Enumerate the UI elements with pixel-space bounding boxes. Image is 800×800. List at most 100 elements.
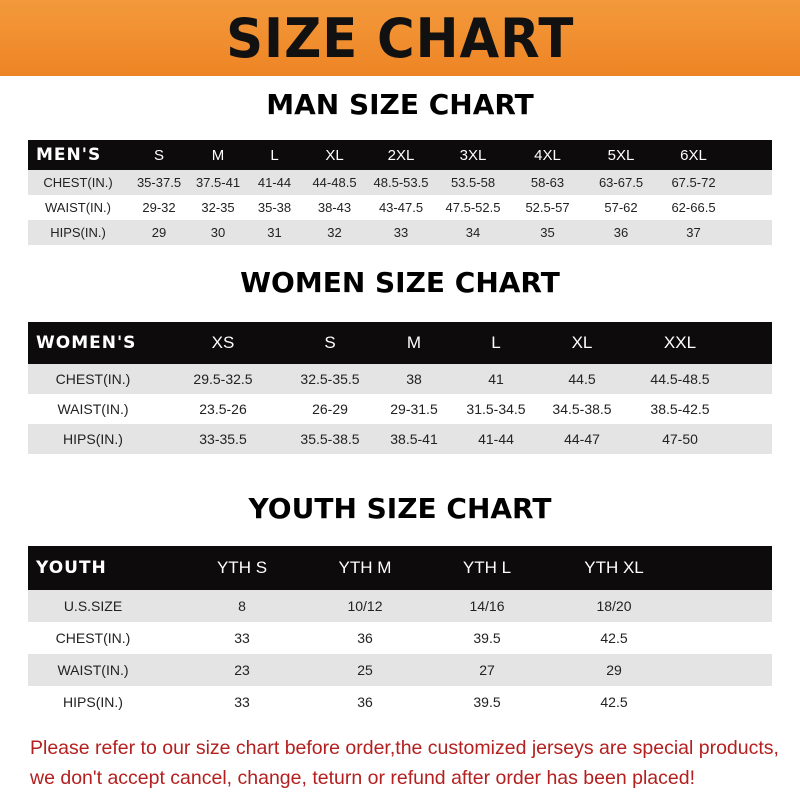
table-cell: 18/20 — [596, 598, 632, 614]
notice-line-1: Please refer to our size chart before or… — [30, 737, 779, 759]
table-cell: 31.5-34.5 — [466, 401, 526, 417]
table-row: WAIST(IN.) 29-32 32-35 35-38 38-43 43-47.5 47.… — [28, 195, 772, 220]
youth-section-title: YOUTH SIZE CHART — [248, 492, 552, 525]
table-cell: 44-47 — [564, 431, 600, 447]
table-header-row: WOMEN'S XS S M L XL XXL — [28, 322, 772, 364]
table-cell: 38-43 — [317, 200, 352, 215]
table-cell: 27 — [479, 662, 495, 678]
table-cell: 35-38 — [257, 200, 292, 215]
table-cell: L — [491, 333, 501, 352]
table-cell: 29 — [606, 662, 622, 678]
table-row: CHEST(IN.) 35-37.5 37.5-41 41-44 44-48.5 48.5… — [28, 170, 772, 195]
table-cell: 25 — [357, 662, 373, 678]
table-cell: 41-44 — [257, 175, 292, 190]
row-label: CHEST(IN.) — [55, 371, 131, 387]
table-cell: 38.5-41 — [390, 431, 438, 447]
table-cell: 38 — [406, 371, 422, 387]
youth-size-table: YOUTH YTH S YTH M YTH L YTH XL U.S.SIZE 8 10/12… — [28, 546, 772, 718]
row-label: WAIST(IN.) — [57, 401, 129, 417]
table-cell: 33 — [234, 630, 250, 646]
table-cell: 33 — [393, 225, 409, 240]
women-size-table: WOMEN'S XS S M L XL XXL CHEST(IN.) 29.5-32.5 32.5… — [28, 322, 772, 454]
table-cell: 10/12 — [347, 598, 383, 614]
table-cell: 30 — [210, 225, 226, 240]
table-cell: 33-35.5 — [199, 431, 247, 447]
table-cell: 36 — [357, 694, 373, 710]
main-title: SIZE CHART — [225, 6, 575, 70]
table-cell: 47-50 — [662, 431, 698, 447]
table-cell: YTH M — [338, 558, 392, 577]
table-cell: 44.5-48.5 — [650, 371, 710, 387]
table-cell: 14/16 — [469, 598, 505, 614]
table-cell: XL — [325, 146, 344, 164]
table-row: CHEST(IN.) 29.5-32.5 32.5-35.5 38 41 44.5 44.5… — [28, 364, 772, 394]
table-cell: 35.5-38.5 — [300, 431, 360, 447]
table-cell: 41 — [488, 371, 504, 387]
men-section-title: MAN SIZE CHART — [266, 88, 534, 121]
table-cell: 23.5-26 — [199, 401, 247, 417]
table-row: WAIST(IN.) 23 25 27 29 — [28, 654, 772, 686]
table-cell: 35-37.5 — [136, 175, 182, 190]
table-cell: 36 — [613, 225, 629, 240]
table-cell: 58-63 — [530, 175, 565, 190]
table-cell: 29 — [151, 225, 167, 240]
row-label: WOMEN'S — [36, 333, 137, 353]
table-cell: 67.5-72 — [671, 175, 716, 190]
table-cell: 34.5-38.5 — [552, 401, 612, 417]
table-cell: 39.5 — [473, 630, 501, 646]
row-label: CHEST(IN.) — [55, 630, 131, 646]
table-cell: 42.5 — [600, 630, 628, 646]
table-cell: 6XL — [680, 146, 707, 164]
row-label: WAIST(IN.) — [57, 662, 129, 678]
table-cell: XXL — [663, 333, 697, 352]
table-cell: 38.5-42.5 — [650, 401, 710, 417]
table-cell: 52.5-57 — [525, 200, 570, 215]
table-cell: S — [324, 333, 336, 352]
table-cell: 57-62 — [604, 200, 638, 215]
table-cell: XL — [571, 333, 593, 352]
table-cell: YTH XL — [584, 558, 644, 577]
table-cell: YTH S — [216, 558, 268, 577]
table-cell: 34 — [465, 225, 481, 240]
table-cell: 32.5-35.5 — [300, 371, 360, 387]
table-cell: 3XL — [459, 146, 487, 164]
table-cell: YTH L — [462, 558, 512, 577]
row-label: YOUTH — [36, 558, 107, 578]
table-header-row: MEN'S S M L XL 2XL 3XL 4XL 5XL 6XL — [28, 140, 772, 170]
table-cell: 63-67.5 — [598, 175, 644, 190]
table-cell: S — [153, 146, 164, 164]
table-cell: 8 — [238, 598, 246, 614]
table-cell: 39.5 — [473, 694, 501, 710]
table-cell: 32-35 — [201, 200, 235, 215]
women-section-title: WOMEN SIZE CHART — [240, 266, 560, 299]
table-row: HIPS(IN.) 29 30 31 32 33 34 35 36 37 — [28, 220, 772, 245]
table-cell: 53.5-58 — [450, 175, 496, 190]
table-cell: 2XL — [387, 146, 415, 164]
table-cell: 37 — [686, 225, 701, 240]
order-notice: Please refer to our size chart before or… — [30, 733, 790, 793]
row-label: U.S.SIZE — [63, 598, 123, 614]
table-cell: XS — [211, 333, 235, 352]
row-label: HIPS(IN.) — [50, 225, 106, 240]
table-row: CHEST(IN.) 33 36 39.5 42.5 — [28, 622, 772, 654]
table-row: HIPS(IN.) 33 36 39.5 42.5 — [28, 686, 772, 718]
row-label: HIPS(IN.) — [63, 431, 123, 447]
row-label: HIPS(IN.) — [63, 694, 123, 710]
table-cell: 26-29 — [312, 401, 348, 417]
table-header-row: YOUTH YTH S YTH M YTH L YTH XL — [28, 546, 772, 590]
table-cell: 23 — [234, 662, 250, 678]
table-cell: 36 — [357, 630, 373, 646]
table-cell: 62-66.5 — [671, 200, 716, 215]
table-cell: 48.5-53.5 — [373, 175, 429, 190]
table-cell: 41-44 — [478, 431, 514, 447]
table-cell: 5XL — [607, 146, 635, 164]
table-cell: M — [211, 146, 225, 164]
row-label: WAIST(IN.) — [45, 200, 111, 215]
notice-line-2: we don't accept cancel, change, teturn o… — [30, 767, 695, 789]
table-cell: 42.5 — [600, 694, 628, 710]
banner: SIZE CHART — [0, 0, 800, 76]
table-cell: M — [406, 333, 422, 352]
table-cell: 31 — [267, 225, 282, 240]
table-cell: 37.5-41 — [195, 175, 241, 190]
table-row: HIPS(IN.) 33-35.5 35.5-38.5 38.5-41 41-44 44-… — [28, 424, 772, 454]
